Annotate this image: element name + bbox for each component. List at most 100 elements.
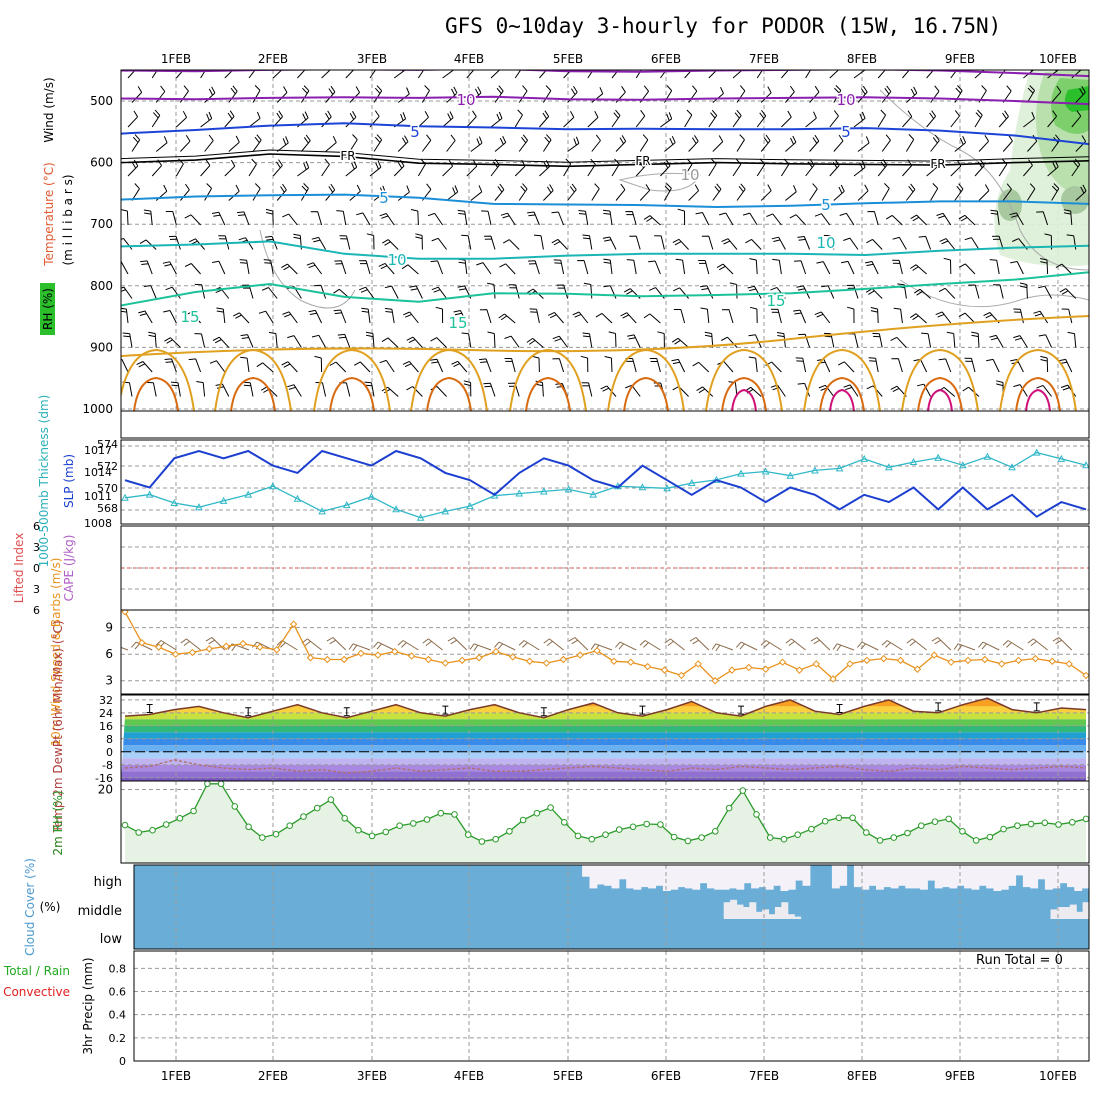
wind-barb <box>140 260 153 275</box>
rh-point <box>808 825 815 833</box>
wind-barb <box>499 263 516 275</box>
thickness-marker <box>1057 454 1066 462</box>
rh-frame <box>120 780 1090 864</box>
wind-barb <box>188 358 202 373</box>
isotherm-5 <box>121 193 1089 208</box>
wind-barb <box>843 384 859 397</box>
wind-barb <box>660 112 673 128</box>
wind-barb <box>165 286 181 299</box>
rh-panel: 20 2m RH (%) <box>51 780 1090 864</box>
rh-point <box>162 821 170 828</box>
wind-barb <box>958 312 976 324</box>
rh-point <box>231 803 239 810</box>
wind-barb <box>809 183 818 201</box>
wind-barb <box>805 70 812 79</box>
temp-tick: 0 <box>106 746 113 759</box>
slp-line <box>124 449 1087 518</box>
high-clear-cell <box>1030 865 1039 889</box>
wind-barb <box>216 307 226 324</box>
wind-barb <box>402 360 419 373</box>
cloud-level-middle: middle <box>78 904 122 919</box>
wind-barb <box>326 637 347 651</box>
rh-point <box>863 829 870 836</box>
high-clear-cell <box>721 865 730 890</box>
wind-barb <box>469 643 492 652</box>
mid-clear-cell <box>1057 907 1064 919</box>
pressure-tick: 500 <box>90 94 113 108</box>
isotherm-30 <box>721 376 767 411</box>
top-date-6FEB: 6FEB <box>651 52 681 66</box>
isotherm-20 <box>121 315 1089 357</box>
wind-barb <box>168 235 181 250</box>
wind-barb <box>339 235 351 250</box>
wind-barb <box>795 357 807 373</box>
thickness-marker <box>687 479 696 487</box>
precip-legend-convective: Convective <box>3 985 70 999</box>
wind-barb <box>780 158 790 177</box>
precip-tick: 0.2 <box>109 1032 127 1045</box>
wind-point <box>205 645 214 653</box>
high-clear-cell <box>604 865 613 886</box>
wind-barb <box>747 285 762 299</box>
wind-barb <box>196 381 206 397</box>
wind-barb <box>381 386 399 397</box>
wind-barb <box>184 263 201 275</box>
wind-barb <box>494 183 505 201</box>
thickness-marker <box>860 454 869 462</box>
wind-barb <box>121 209 129 226</box>
temp-tick: -16 <box>95 772 113 785</box>
contour-label-5: 5 <box>841 123 851 141</box>
wind-barb <box>211 211 226 226</box>
wind-barb <box>906 183 916 201</box>
top-date-8FEB: 8FEB <box>847 52 877 66</box>
rh-point <box>135 829 142 836</box>
wind-barb <box>672 238 689 250</box>
wind-barb <box>1075 184 1087 201</box>
wind-barb <box>766 213 782 226</box>
wind-barb <box>224 70 234 79</box>
wind-barb <box>1051 183 1060 201</box>
wind-barb <box>378 262 395 275</box>
top-date-2FEB: 2FEB <box>258 52 288 66</box>
wind-barb <box>494 135 507 152</box>
wind-barb <box>732 158 742 177</box>
rh-point <box>698 834 705 841</box>
rh-grid <box>121 781 1089 863</box>
wind-barb <box>532 355 540 373</box>
wind-barb <box>514 70 522 79</box>
rh-area-fill <box>125 783 1086 863</box>
wind-barb <box>131 641 153 651</box>
wind-barb <box>297 70 306 79</box>
wind-barb <box>148 331 157 348</box>
separator-gap <box>120 410 1090 439</box>
high-clear-cell <box>942 865 950 888</box>
wind-barb <box>435 306 444 324</box>
isotherm-35 <box>731 388 757 411</box>
wind-barb <box>892 236 907 250</box>
wind-barb <box>502 239 520 250</box>
wind-point <box>930 651 938 659</box>
wind-barb <box>893 307 903 324</box>
high-clear-cell <box>699 865 708 884</box>
wind-barb <box>494 85 504 103</box>
minmax-bar <box>146 703 153 713</box>
wind-barb <box>615 183 626 201</box>
wind-barb <box>708 70 718 79</box>
wind-barb <box>403 311 419 324</box>
wind-frame <box>120 609 1090 695</box>
wind-barb <box>442 70 455 79</box>
thickness-marker <box>786 471 795 479</box>
wind-barb <box>272 70 283 79</box>
high-clear-cell <box>1008 865 1017 886</box>
pressure-tick: 900 <box>90 340 113 354</box>
wind-barb <box>1033 310 1049 324</box>
wind-point <box>981 655 989 664</box>
wind-barb <box>176 110 188 128</box>
wind-barb <box>151 70 158 79</box>
minmax-bar <box>935 702 942 712</box>
wind-barb <box>823 234 835 250</box>
wind-barb <box>451 360 468 373</box>
wind-barb <box>276 86 288 103</box>
wind-barb <box>785 638 806 651</box>
wind-barb <box>542 134 552 152</box>
